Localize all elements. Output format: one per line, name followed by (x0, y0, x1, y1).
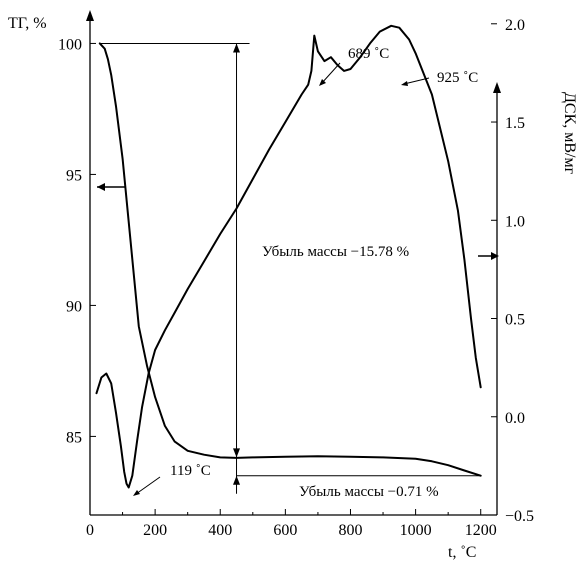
min-119-label: 119 ˚C (170, 463, 211, 479)
y-left-tick-label: 85 (66, 429, 82, 446)
measurement-guides (99, 42, 481, 494)
dsc-curve (95, 24, 482, 489)
x-tick-label: 600 (273, 522, 297, 539)
x-tick-label: 800 (338, 522, 362, 539)
mass-loss-2-label: Убыль массы −0.71 % (299, 484, 439, 500)
y-right-tick-label: 0.0 (505, 410, 525, 427)
right-axis-arrow (478, 252, 499, 260)
guide-arrow-low (233, 475, 241, 485)
y-left-tick-label: 100 (58, 36, 82, 53)
series-group (95, 24, 482, 489)
axes (86, 10, 501, 516)
x-tick-label: 400 (208, 522, 232, 539)
y-right-tick-label: 1.0 (505, 213, 525, 230)
peak-925-pointer (401, 77, 430, 86)
y-right-axis-title: ДСК, мВ/мг (561, 92, 578, 175)
x-axis-title: t, ˚C (448, 544, 476, 561)
y-right-tick-label: 2.0 (505, 17, 525, 34)
y-left-tick-label: 95 (66, 167, 82, 184)
peak-689-pointer (319, 62, 341, 86)
y-right-tick-label: 1.5 (505, 115, 525, 132)
y-right-tick-label: −0.5 (505, 508, 534, 525)
x-tick-label: 0 (86, 522, 94, 539)
y-left-tick-label: 90 (66, 298, 82, 315)
x-tick-label: 1000 (400, 522, 432, 539)
y-left-axis-title: ТГ, % (8, 15, 47, 32)
mass-loss-1-label: Убыль массы −15.78 % (262, 244, 409, 260)
peak-925-label: 925 ˚C (437, 70, 478, 86)
y-right-axis-arrowhead (493, 82, 501, 93)
guide-arrow-mid (233, 448, 241, 458)
y-left-axis-arrowhead (86, 10, 94, 21)
tg-curve (98, 42, 482, 477)
left-axis-arrow (97, 183, 126, 191)
x-tick-label: 200 (143, 522, 167, 539)
y-right-tick-label: 0.5 (505, 312, 525, 329)
peak-689-label: 689 ˚C (348, 46, 389, 62)
x-tick-label: 1200 (465, 522, 497, 539)
min-119-pointer (133, 476, 161, 496)
guide-arrow-top (233, 43, 241, 53)
ticks: 0 200 400 600 800 1000 1200 85 90 95 100 −0.5 0.0 0.5… (58, 17, 534, 539)
